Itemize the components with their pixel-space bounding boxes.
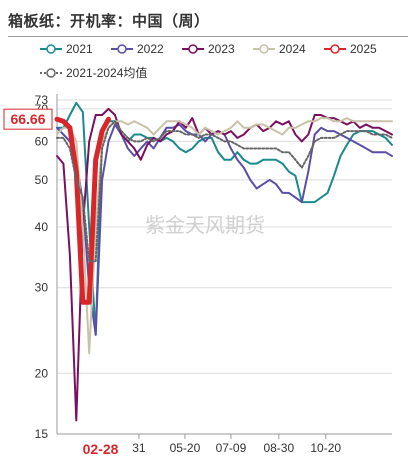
legend-marker-icon xyxy=(253,44,275,54)
current-date-label: 02-28 xyxy=(83,441,119,457)
y-tick-label: 73 xyxy=(35,93,49,107)
legend-marker-icon xyxy=(40,67,62,78)
legend-label: 2021 xyxy=(66,42,93,56)
legend-label: 2023 xyxy=(208,42,235,56)
legend-item-2023[interactable]: 2023 xyxy=(182,42,235,56)
legend-label: 2024 xyxy=(279,42,306,56)
legend-marker-icon xyxy=(182,44,204,54)
chart-title: 箱板纸：开机率：中国（周） xyxy=(8,12,210,30)
legend-label: 2021-2024均值 xyxy=(66,66,148,80)
series-line-2021 xyxy=(56,101,393,336)
title-divider xyxy=(8,36,408,37)
x-tick-label: 31 xyxy=(132,441,146,455)
legend-item-average[interactable]: 2021-2024均值 xyxy=(40,64,147,81)
current-value-label: 66.66 xyxy=(10,111,45,127)
legend-marker-icon xyxy=(111,44,133,54)
y-tick-label: 50 xyxy=(35,173,49,187)
series-line-2021-2024均值 xyxy=(56,120,393,263)
y-tick-label: 15 xyxy=(35,427,49,441)
y-tick-label: 60 xyxy=(35,134,49,148)
legend-item-2024[interactable]: 2024 xyxy=(253,42,306,56)
legend-item-2022[interactable]: 2022 xyxy=(111,42,164,56)
legend-item-2025[interactable]: 2025 xyxy=(324,42,377,56)
legend-item-2021[interactable]: 2021 xyxy=(40,42,93,56)
x-tick-label: 07-09 xyxy=(216,441,247,455)
series-line-2023 xyxy=(56,107,393,422)
legend-marker-icon xyxy=(40,44,62,54)
series-line-2025 xyxy=(54,116,111,305)
legend-marker-icon xyxy=(324,44,346,54)
current-value-box xyxy=(3,108,53,130)
legend-label: 2025 xyxy=(350,42,377,56)
y-tick-label: 40 xyxy=(35,220,49,234)
y-tick-label: 20 xyxy=(35,366,49,380)
x-tick-label: 05-20 xyxy=(170,441,201,455)
watermark: 紫金天风期货 xyxy=(145,213,265,237)
x-tick-label: 08-30 xyxy=(263,441,294,455)
legend-label: 2022 xyxy=(137,42,164,56)
x-tick-label: 10-20 xyxy=(310,441,341,455)
y-tick-label: 30 xyxy=(35,281,49,295)
